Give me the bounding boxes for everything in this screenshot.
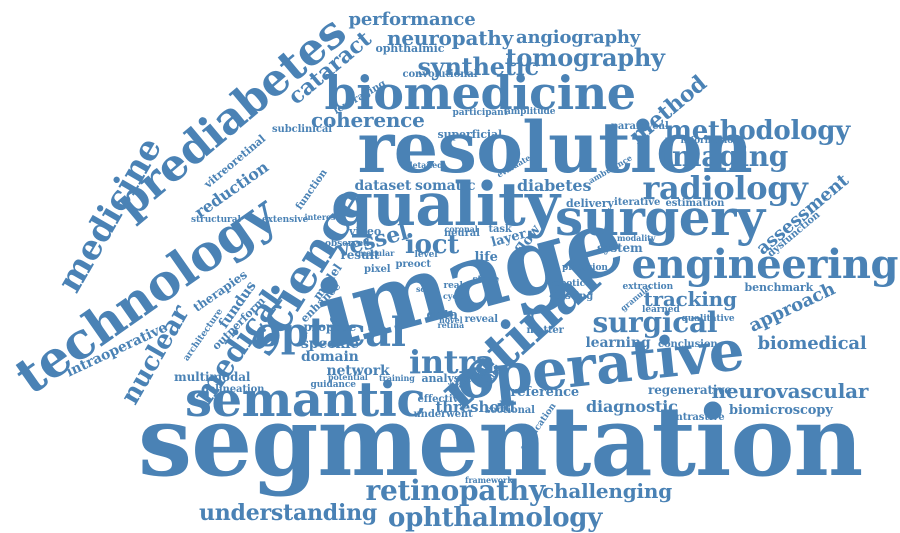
cloud-word: life [474,249,498,265]
cloud-word: video [349,224,382,238]
cloud-word: novel [439,315,463,325]
cloud-word: radiology [642,169,808,207]
cloud-word: speckle [301,336,360,352]
cloud-word: estimation [665,198,725,209]
cloud-word: angiography [516,27,641,48]
cloud-word: stage [472,274,500,285]
cloud-word: coronal [444,224,478,234]
cloud-word: precision [562,262,608,273]
cloud-word: surgical [592,306,718,339]
cloud-word: contrastive [663,412,725,423]
cloud-word: quality [331,170,560,240]
cloud-word: coherence [311,108,425,132]
cloud-word: real [443,280,463,291]
cloud-word: biomicroscopy [729,402,833,418]
cloud-word: diabetes [517,176,592,195]
cloud-word: reference [510,384,580,400]
cloud-word: synthetic [417,52,540,81]
cloud-word: somatic [415,178,476,194]
cloud-word: dataset [354,178,412,194]
cloud-word: training [379,373,415,383]
cloud-word: data [426,307,459,323]
cloud-word: extraction [622,281,674,292]
cloud-word: observed [325,238,370,249]
cloud-word: ophthalmology [388,503,603,533]
cloud-word: surgery [555,188,765,247]
cloud-word: learning [585,335,651,351]
cloud-word: task [488,224,512,235]
cloud-word: sectional [485,405,535,416]
cloud-word: macular [358,248,395,258]
cloud-word: matter [526,325,564,336]
cloud-word: system [597,241,643,255]
cloud-word: modality [617,233,656,243]
cloud-word: ioct [405,230,460,260]
cloud-word: biomedicine [324,66,637,120]
cloud-word: neurovascular [711,379,869,403]
cloud-word: imaging [661,140,789,173]
cloud-word: retinopathy [365,474,546,507]
cloud-word: methodology [664,116,851,146]
cloud-word: optical [254,309,406,356]
cloud-word: potential [328,372,368,382]
cloud-word: preoct [395,259,432,270]
cloud-word: reveal [464,314,499,325]
cloud-word: framework [465,475,513,485]
cloud-word: interest [304,212,340,222]
cloud-word: learned [642,304,680,315]
cloud-word: testing [554,291,594,302]
cloud-word: threshold [435,397,516,416]
cloud-word: biomedical [757,333,867,354]
cloud-word: subclinical [272,124,332,135]
cloud-word: engineering [631,241,899,288]
cloud-word: ophthalmic [375,41,445,55]
cloud-word: convolutional [402,69,478,80]
cloud-word: participant [452,107,508,118]
cloud-word: qualitative [681,313,735,324]
cloud-word: network [326,363,390,379]
cloud-word: detailed [407,160,443,170]
cloud-word: guidance [310,379,357,390]
cloud-word: delineation [202,384,265,395]
cloud-word: delivery [566,196,614,210]
cloud-word: pixel [364,264,391,275]
cloud-word: propose [303,320,357,334]
cloud-word: regenerative [648,383,732,397]
cloud-word: effective [417,394,465,405]
cloud-word: understanding [199,500,378,526]
cloud-word: information [680,135,740,146]
cloud-word: intra [409,343,496,381]
cloud-word: structural [191,214,241,225]
cloud-word: benchmark [744,280,814,294]
cloud-word: amplitude [505,106,556,117]
cloud-word: segmentation [138,385,863,498]
cloud-word: underwent [413,409,473,420]
cloud-word: conclusion [658,339,718,350]
cloud-word: neural [444,228,480,239]
cloud-word: domain [301,349,359,365]
cloud-word: tomography [505,43,665,72]
cloud-word: neuropathy [387,26,514,50]
cloud-word: diagnostic [586,397,678,416]
cloud-word: tracking [643,287,737,311]
cloud-word: robotic [549,278,586,289]
cloud-word: multimodal [174,370,251,384]
cloud-word: level [414,249,438,260]
cloud-word: superficial [437,127,503,141]
cloud-word: performance [348,9,476,30]
cloud-word: iterative [614,197,661,208]
cloud-word: result [340,248,380,262]
cloud-word: resolution [357,106,753,189]
cloud-word: challenging [542,479,673,503]
cloud-word: analysis [421,371,471,385]
cloud-word: scan [416,284,437,294]
cloud-word: parafoveal [611,121,669,132]
cloud-word: semantic [185,372,426,428]
cloud-word: cycle [443,291,466,301]
cloud-word: retina [437,320,465,330]
cloud-word: extensive [262,214,309,225]
